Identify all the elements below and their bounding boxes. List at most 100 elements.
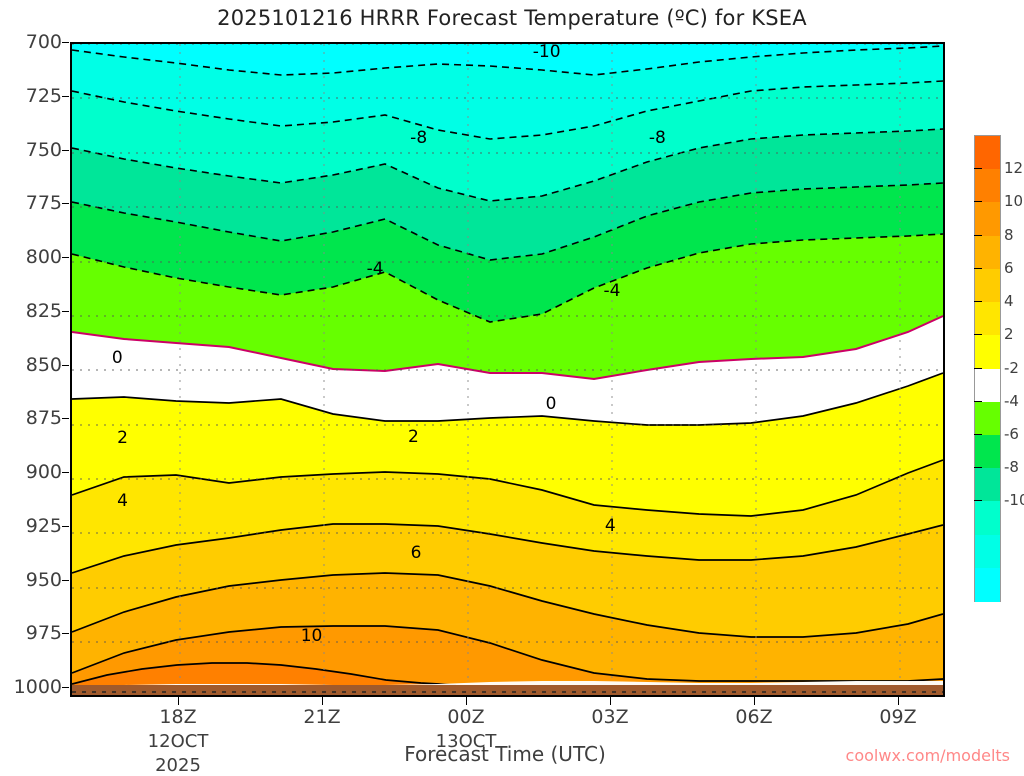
contour-label: -4 [603, 281, 621, 302]
y-axis-tick [62, 95, 69, 97]
x-axis-label: 00Z [447, 706, 485, 728]
colorbar-segment [975, 302, 1000, 336]
colorbar-tick [974, 201, 982, 203]
colorbar-label: -4 [1004, 391, 1019, 410]
contour-label: 10 [300, 626, 323, 647]
contour-label: 2 [117, 427, 128, 448]
contour-label: 6 [410, 543, 422, 564]
x-axis-label: 21Z [303, 706, 341, 728]
contour-label: -4 [366, 258, 384, 279]
colorbar-label: -2 [1004, 358, 1019, 377]
x-axis-tick [610, 697, 611, 705]
y-axis-label: 900 [25, 461, 62, 483]
positive-contour-lines [72, 372, 943, 686]
x-axis-label: 18Z [159, 706, 197, 728]
x-axis-sublabel: 13OCT [435, 731, 497, 752]
colorbar-label: 6 [1004, 258, 1014, 277]
colorbar-segment [975, 235, 1000, 270]
y-axis-tick [62, 42, 69, 43]
terrain-surface [72, 681, 943, 695]
y-axis-label: 800 [25, 246, 62, 268]
colorbar-tick [974, 367, 982, 369]
y-axis-label: 975 [25, 622, 62, 645]
contour-svg [72, 44, 943, 695]
contour-label: 0 [545, 394, 557, 414]
y-axis-tick [62, 687, 69, 688]
colorbar-label: -6 [1004, 424, 1019, 443]
y-axis-tick [62, 149, 69, 151]
colorbar-label: -10 [1004, 491, 1024, 510]
x-axis-label: 09Z [879, 706, 917, 728]
x-axis: 18Z 12OCT 2025 21Z 00Z 13OCT 03Z 06Z 09Z [70, 697, 945, 776]
colorbar-label: 4 [1004, 292, 1014, 311]
colorbar-tick [974, 267, 982, 269]
y-axis-tick [62, 418, 69, 420]
colorbar-label: 10 [1004, 192, 1024, 211]
contour-label: 4 [604, 515, 616, 536]
contour-label: -8 [410, 128, 428, 149]
y-axis-label: 1000 [13, 676, 62, 698]
colorbar-segment [975, 501, 1000, 536]
colorbar-tick [974, 168, 982, 170]
filled-contour-bands [72, 44, 943, 695]
zero-isotherm-line [72, 315, 943, 381]
y-axis-label: 750 [25, 138, 62, 161]
colorbar-segment [975, 534, 1000, 569]
x-axis-sublabel: 12OCT [147, 731, 209, 752]
contour-label: 0 [111, 347, 123, 368]
colorbar-segment [975, 567, 1000, 602]
colorbar-tick [974, 334, 982, 336]
colorbar-segment [975, 335, 1000, 370]
y-axis-label: 950 [25, 568, 62, 591]
y-axis-tick [62, 310, 69, 312]
colorbar-tick [974, 433, 982, 435]
y-axis-tick [62, 203, 69, 205]
colorbar-tick [974, 500, 982, 502]
colorbar-label: 12 [1004, 159, 1024, 178]
x-axis-tick [754, 697, 755, 705]
y-axis-label: 825 [25, 299, 62, 322]
x-axis-label: 06Z [735, 706, 773, 728]
colorbar-label: 2 [1004, 325, 1014, 344]
x-axis-title: Forecast Time (UTC) [404, 742, 606, 766]
site-watermark: coolwx.com/modelts [845, 746, 1010, 765]
y-axis: 700 725 750 775 800 825 850 875 900 925 950 975 1000 [0, 31, 69, 698]
y-axis-label: 925 [25, 514, 62, 537]
colorbar-segment [975, 368, 1000, 403]
colorbar-tick [974, 467, 982, 469]
colorbar-segment [975, 434, 1000, 469]
colorbar-tick [974, 400, 982, 402]
y-axis-label: 725 [25, 84, 62, 107]
y-axis-label: 875 [25, 407, 62, 430]
colorbar-segment [975, 401, 1000, 436]
y-axis-tick [62, 472, 69, 473]
colorbar-segment [975, 169, 1000, 204]
chart-title: 2025101216 HRRR Forecast Temperature (ºC… [217, 6, 807, 30]
colorbar-label: -8 [1004, 458, 1019, 477]
y-axis-tick [62, 579, 69, 581]
x-axis-tick [466, 697, 467, 705]
colorbar-tick [974, 301, 982, 303]
colorbar-segment [975, 202, 1000, 237]
horizontal-gridlines [72, 44, 943, 693]
y-axis-tick [62, 633, 69, 635]
y-axis-tick [62, 257, 69, 258]
x-axis-label: 03Z [591, 706, 629, 728]
colorbar [974, 135, 1001, 602]
colorbar-label: 8 [1004, 225, 1014, 244]
y-axis-tick [62, 525, 69, 527]
y-axis-label: 775 [25, 192, 62, 215]
negative-contour-lines [72, 45, 943, 323]
x-axis-tick [178, 697, 179, 705]
colorbar-segment [975, 468, 1000, 502]
x-axis-sublabel: 2025 [155, 755, 201, 776]
contour-label: 2 [408, 427, 419, 448]
y-axis-tick [62, 364, 69, 366]
contour-plot-area: -10 -8 -8 -4 -4 0 0 2 2 4 4 6 10 [70, 42, 945, 697]
x-axis-tick [898, 697, 899, 705]
colorbar-segment [975, 136, 1000, 170]
contour-label: -10 [532, 42, 561, 62]
y-axis-label: 700 [25, 31, 62, 53]
contour-label: -8 [648, 128, 666, 149]
colorbar-segment [975, 268, 1000, 303]
